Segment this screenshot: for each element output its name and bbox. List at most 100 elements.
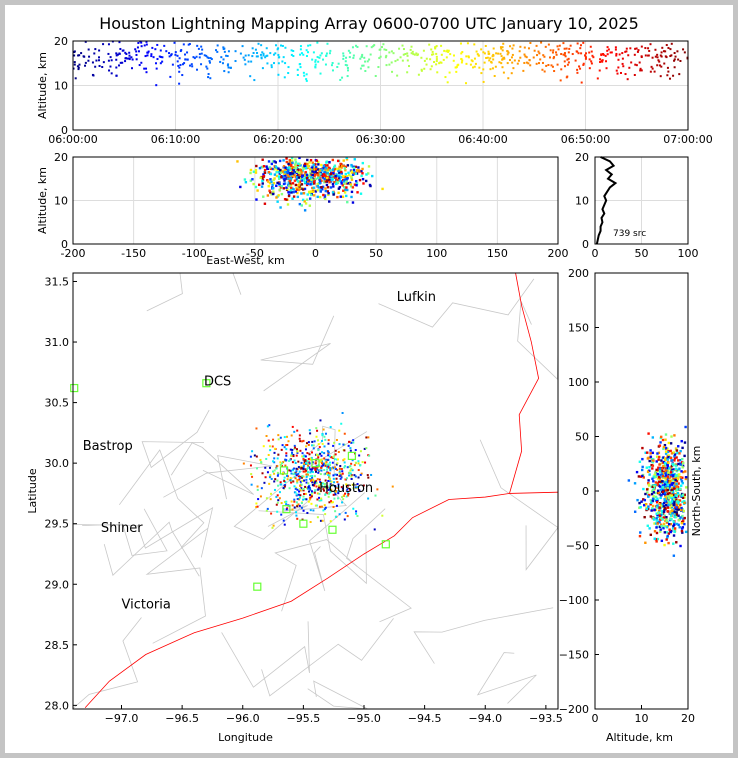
plan-view-point <box>355 510 358 513</box>
plan-view-point <box>300 506 303 509</box>
time-height-point <box>72 67 75 70</box>
time-height-point <box>222 46 225 49</box>
east-west-point <box>326 164 329 167</box>
plan-view-point <box>304 468 307 471</box>
north-south-point <box>668 494 671 497</box>
plan-view-point <box>257 498 260 501</box>
east-west-point <box>355 172 359 175</box>
time-height-point <box>307 51 310 54</box>
time-height-point <box>657 59 660 62</box>
east-west-point <box>286 169 290 172</box>
time-height-point <box>251 47 254 50</box>
time-height-point <box>170 54 173 57</box>
plan-view-point <box>320 439 323 442</box>
time-height-point <box>498 61 501 64</box>
north-south-point <box>672 481 675 485</box>
plan-view-point <box>306 468 309 471</box>
lma-station-marker <box>311 459 320 468</box>
plan-view-point <box>335 504 338 507</box>
time-height-point <box>135 53 138 56</box>
plan-view-point <box>298 478 301 481</box>
time-height-point <box>435 52 438 55</box>
time-height-point <box>346 64 349 67</box>
plan-view-point <box>333 454 336 457</box>
east-west-point <box>268 181 272 185</box>
plan-view-point <box>318 499 321 502</box>
time-height-point <box>588 51 591 54</box>
time-height-point <box>316 41 319 44</box>
time-height-point <box>388 63 391 66</box>
time-height-point <box>615 69 618 72</box>
east-west-point <box>357 166 360 169</box>
plan-view-point <box>332 456 335 459</box>
north-south-point <box>676 485 680 489</box>
plan-view-point <box>328 477 331 480</box>
time-height-point <box>196 44 199 47</box>
time-height-point <box>605 67 608 70</box>
east-west-point <box>323 177 326 181</box>
plan-view-point <box>323 489 326 492</box>
plan-view-point <box>319 490 322 493</box>
plan-view-point <box>298 434 301 437</box>
time-height-point <box>209 57 212 60</box>
east-west-point <box>294 163 297 166</box>
plan-view-point <box>357 469 360 472</box>
time-height-point <box>364 60 367 63</box>
plan-view-point <box>324 464 327 467</box>
plan-view-point <box>325 491 328 494</box>
lma-station-marker <box>279 466 289 475</box>
time-height-point <box>482 80 485 83</box>
north-south-point <box>667 461 670 464</box>
east-west-point <box>263 171 267 174</box>
east-west-point <box>302 188 305 191</box>
time-height-point <box>396 74 399 77</box>
north-south-point <box>642 476 645 479</box>
east-west-point <box>337 169 340 173</box>
plan-view-point <box>348 488 351 491</box>
time-height-point <box>435 63 438 66</box>
east-west-point <box>244 181 248 184</box>
north-south-point <box>674 498 678 501</box>
east-west-point <box>354 179 358 183</box>
time-height-point <box>281 60 284 63</box>
time-height-point <box>626 78 629 81</box>
north-south-point <box>654 471 657 474</box>
east-west-point <box>316 189 319 192</box>
plan-view-point <box>339 474 342 477</box>
east-west-point <box>303 187 307 191</box>
time-height-point <box>494 65 497 68</box>
time-height-point <box>423 59 426 62</box>
east-west-point <box>336 174 339 178</box>
plan-view-point <box>285 459 288 462</box>
plan-view-point <box>282 487 285 490</box>
east-west-point <box>285 198 288 201</box>
north-south-point <box>659 480 662 483</box>
time-height-point <box>557 48 560 51</box>
time-height-point <box>227 50 230 53</box>
time-height-point <box>163 44 166 47</box>
north-south-point <box>680 484 683 487</box>
time-height-point <box>165 50 168 53</box>
plan-y-tick: 31.0 <box>45 336 70 349</box>
county-boundary <box>309 492 366 592</box>
time-height-point <box>606 49 609 52</box>
north-south-point <box>672 524 675 528</box>
north-south-point <box>643 515 646 519</box>
time-height-point <box>260 44 263 47</box>
east-west-point <box>303 200 306 203</box>
plan-view-point <box>329 491 332 494</box>
plan-view-point <box>314 504 317 507</box>
plan-view-point <box>321 460 324 463</box>
north-south-y-tick: 0 <box>582 485 589 498</box>
east-west-point <box>366 172 370 175</box>
east-west-point <box>243 178 247 181</box>
time-height-point <box>107 52 110 55</box>
plan-view-point <box>299 440 302 443</box>
east-west-point <box>343 167 347 170</box>
time-height-point <box>171 63 174 66</box>
plan-view-point <box>299 484 302 487</box>
plan-view-point <box>305 469 308 472</box>
time-height-point <box>121 49 124 52</box>
time-height-point <box>660 55 663 58</box>
north-south-point <box>645 466 648 469</box>
